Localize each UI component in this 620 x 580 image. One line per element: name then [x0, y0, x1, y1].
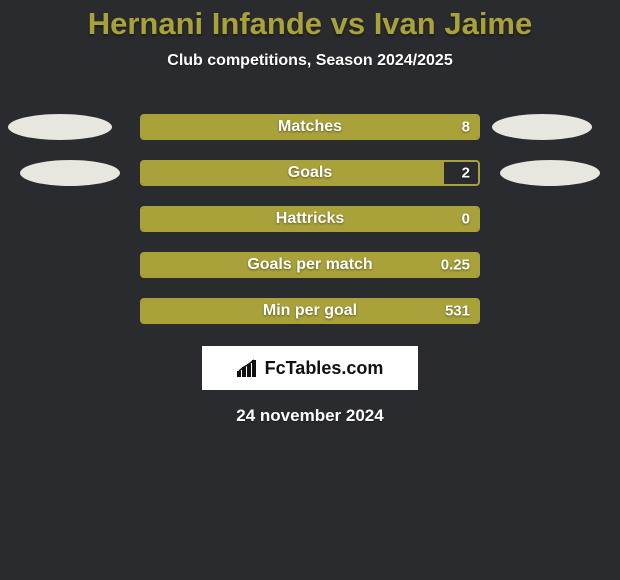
player-marker-left	[8, 114, 112, 140]
stat-value: 2	[462, 165, 470, 182]
stat-row: Hattricks 0	[0, 206, 620, 232]
player-marker-right	[492, 114, 592, 140]
stat-label: Matches	[278, 118, 342, 136]
stat-label: Goals per match	[247, 256, 372, 274]
stat-row: Goals 2	[0, 160, 620, 186]
brand-text: FcTables.com	[265, 358, 384, 379]
stat-row: Matches 8	[0, 114, 620, 140]
brand-chart-icon	[237, 359, 259, 377]
player-marker-left	[20, 160, 120, 186]
page-title: Hernani Infande vs Ivan Jaime	[0, 0, 620, 42]
stat-value: 8	[462, 119, 470, 136]
stat-value: 0.25	[441, 257, 470, 274]
stat-label: Hattricks	[276, 210, 344, 228]
page-subtitle: Club competitions, Season 2024/2025	[0, 52, 620, 70]
stat-row: Min per goal 531	[0, 298, 620, 324]
stat-value: 0	[462, 211, 470, 228]
stat-label: Min per goal	[263, 302, 357, 320]
stats-container: Matches 8 Goals 2 Hattricks 0 Goals per match 0…	[0, 114, 620, 324]
stat-row: Goals per match 0.25	[0, 252, 620, 278]
player-marker-right	[500, 160, 600, 186]
stat-label: Goals	[288, 164, 332, 182]
brand-badge: FcTables.com	[202, 346, 418, 390]
stat-value: 531	[445, 303, 470, 320]
footer-date: 24 november 2024	[0, 406, 620, 426]
